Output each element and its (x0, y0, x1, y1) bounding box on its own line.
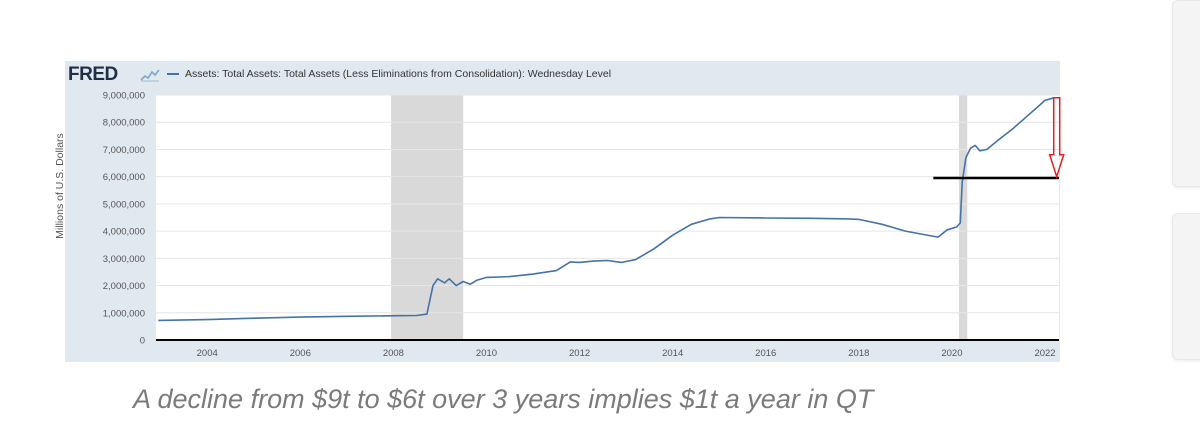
fred-logo[interactable]: FRED (68, 64, 118, 85)
fred-logo-graph-icon (140, 69, 160, 82)
y-tick-label: 6,000,000 (103, 172, 145, 183)
x-tick-label: 2022 (1034, 348, 1055, 359)
y-tick-label: 5,000,000 (103, 199, 145, 210)
series-lines (158, 96, 1055, 322)
recession-band-1 (958, 95, 968, 340)
y-tick-label: 1,000,000 (103, 308, 145, 319)
x-tick-label: 2006 (290, 348, 311, 359)
recession-bands (391, 95, 968, 340)
gridlines (156, 94, 1059, 314)
plot-background (156, 95, 1059, 340)
chart-legend: Assets: Total Assets: Total Assets (Less… (167, 68, 611, 80)
decline-arrow (1048, 96, 1065, 180)
y-tick-labels: 0 1,000,000 2,000,000 3,000,000 4,000,000 5,0… (103, 91, 145, 347)
x-tick-label: 2014 (662, 348, 683, 359)
recession-band-0 (391, 95, 464, 340)
y-tick-label: 2,000,000 (103, 281, 145, 292)
side-card-bottom[interactable] (1172, 213, 1200, 360)
x-tick-labels: 2004 2006 2008 2010 2012 2014 2016 2018 2020 2022 (197, 348, 1056, 359)
side-card-top[interactable] (1172, 0, 1200, 187)
x-tick-label: 2016 (755, 348, 776, 359)
x-tick-label: 2020 (941, 348, 962, 359)
caption-text: A decline from $9t to $6t over 3 years i… (133, 384, 874, 414)
x-tick-label: 2018 (848, 348, 869, 359)
y-tick-label: 7,000,000 (103, 145, 145, 156)
x-tick-label: 2012 (569, 348, 590, 359)
y-tick-label: 9,000,000 (103, 91, 145, 102)
series-line-0 (158, 96, 1055, 322)
y-tick-label: 4,000,000 (103, 227, 145, 238)
annotations (156, 96, 1065, 341)
legend-series-name: Assets: Total Assets: Total Assets (Less… (185, 68, 612, 80)
x-tick-label: 2008 (383, 348, 404, 359)
y-tick-label: 0 (140, 336, 145, 347)
x-tick-label: 2010 (476, 348, 497, 359)
x-tick-label: 2004 (197, 348, 218, 359)
y-tick-label: 3,000,000 (103, 254, 145, 265)
legend-swatch (167, 73, 179, 75)
y-tick-label: 8,000,000 (103, 118, 145, 129)
